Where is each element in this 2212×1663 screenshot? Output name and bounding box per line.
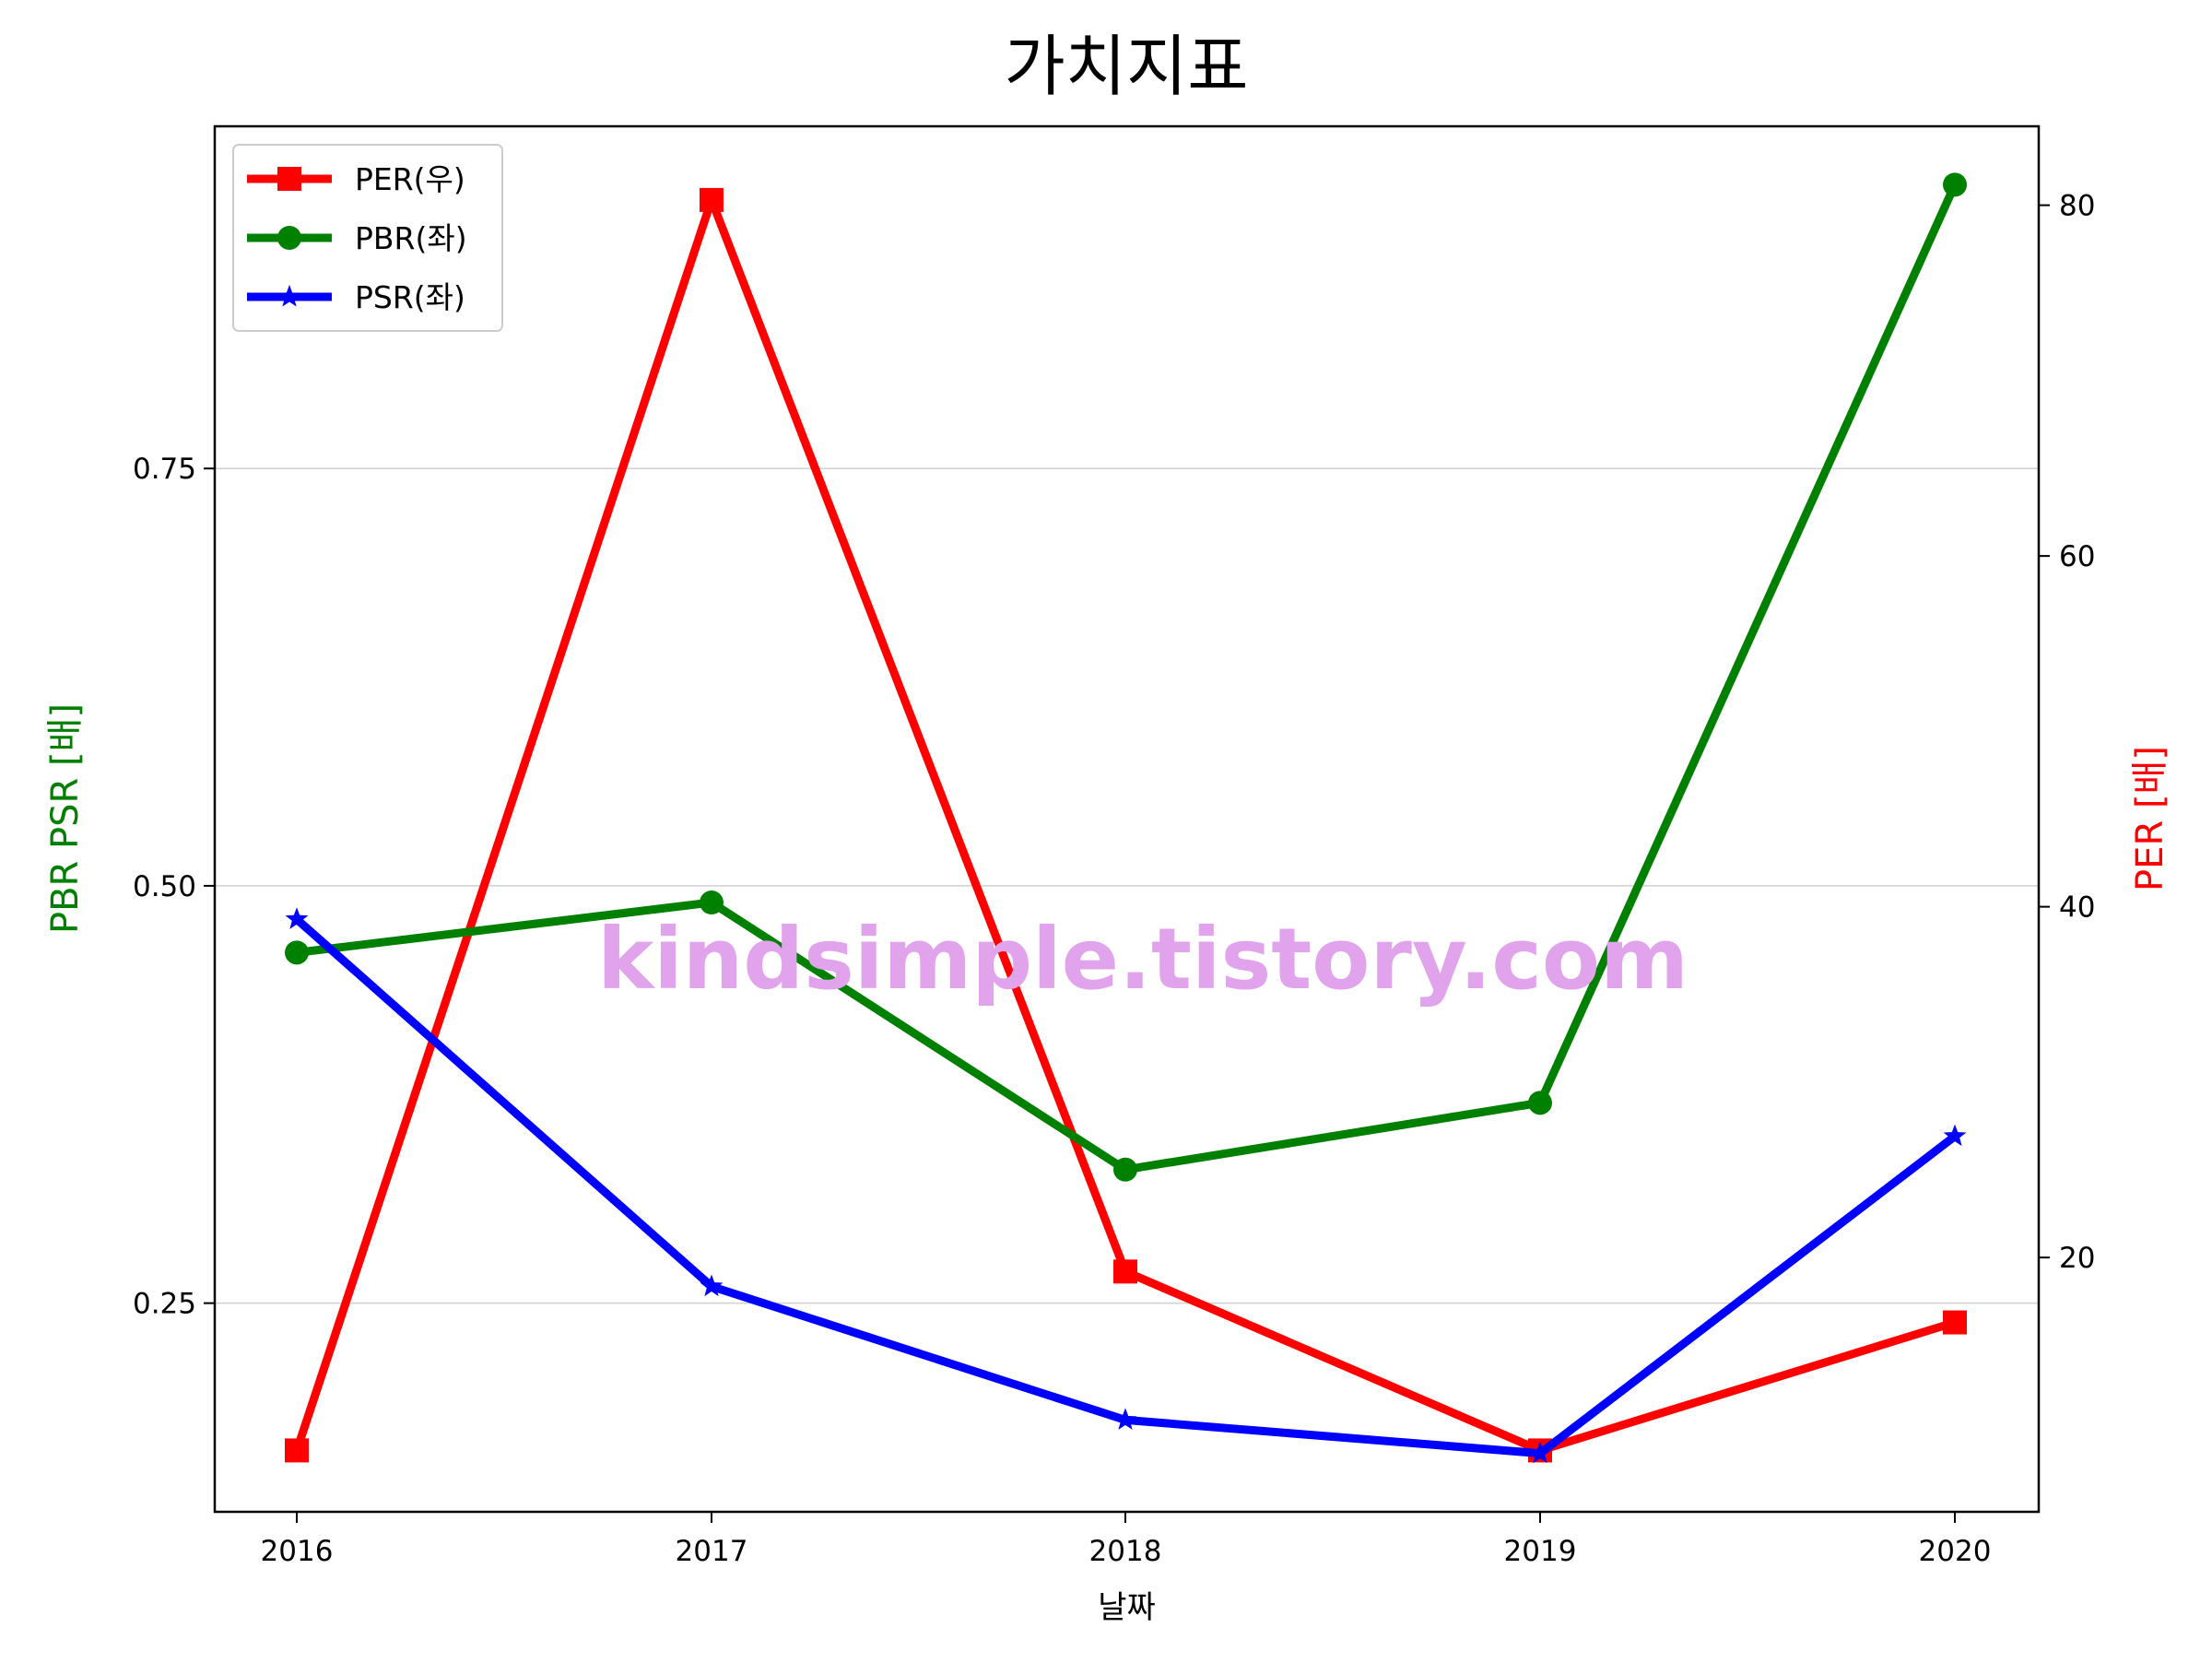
x-axis-tick-label: 2018 <box>1089 1535 1162 1568</box>
psr-data-point <box>1528 1441 1552 1464</box>
x-axis-tick-label: 2019 <box>1504 1535 1577 1568</box>
x-axis-tick-label: 2020 <box>1919 1535 1992 1568</box>
watermark-text: kindsimple.tistory.com <box>597 910 1688 1008</box>
per-legend-marker <box>277 167 301 191</box>
pbr-data-point <box>285 940 309 965</box>
chart-title: 가치지표 <box>1005 28 1249 105</box>
per-data-point <box>285 1438 309 1463</box>
x-axis-tick-label: 2016 <box>261 1535 334 1568</box>
legend-box <box>232 144 503 332</box>
x-axis-tick-label: 2017 <box>676 1535 748 1568</box>
pbr-legend-label: PBR(좌) <box>355 220 467 256</box>
pbr-legend-marker <box>277 226 301 250</box>
per-data-point <box>700 187 724 212</box>
psr-legend-label: PSR(좌) <box>355 279 465 315</box>
pbr-data-point <box>700 890 724 915</box>
per-data-point <box>1943 1310 1967 1335</box>
x-axis-label: 날짜 <box>1098 1589 1156 1626</box>
psr-data-point <box>1943 1124 1967 1147</box>
per-legend-label: PER(우) <box>355 161 465 197</box>
pbr-data-point <box>1113 1157 1137 1182</box>
psr-legend-marker <box>277 285 301 307</box>
pbr-data-point <box>1528 1091 1552 1115</box>
left-axis-tick-label: 0.50 <box>133 870 196 903</box>
left-axis-tick-label: 0.25 <box>133 1288 196 1321</box>
left-y-axis-label: PBR PSR [배] <box>44 703 87 934</box>
right-y-axis-label: PER [배] <box>2129 746 2171 891</box>
left-axis-tick-label: 0.75 <box>133 453 196 486</box>
pbr-data-point <box>1943 172 1967 197</box>
psr-data-point <box>700 1274 724 1297</box>
right-axis-tick-label: 40 <box>2059 891 2095 925</box>
right-axis-tick-label: 80 <box>2059 190 2095 223</box>
plot-frame <box>213 124 2041 1514</box>
psr-data-point <box>285 907 309 929</box>
right-axis-tick-label: 20 <box>2059 1242 2095 1275</box>
per-data-point <box>1113 1259 1137 1284</box>
right-axis-tick-label: 60 <box>2059 540 2095 573</box>
psr-data-point <box>1113 1408 1137 1430</box>
